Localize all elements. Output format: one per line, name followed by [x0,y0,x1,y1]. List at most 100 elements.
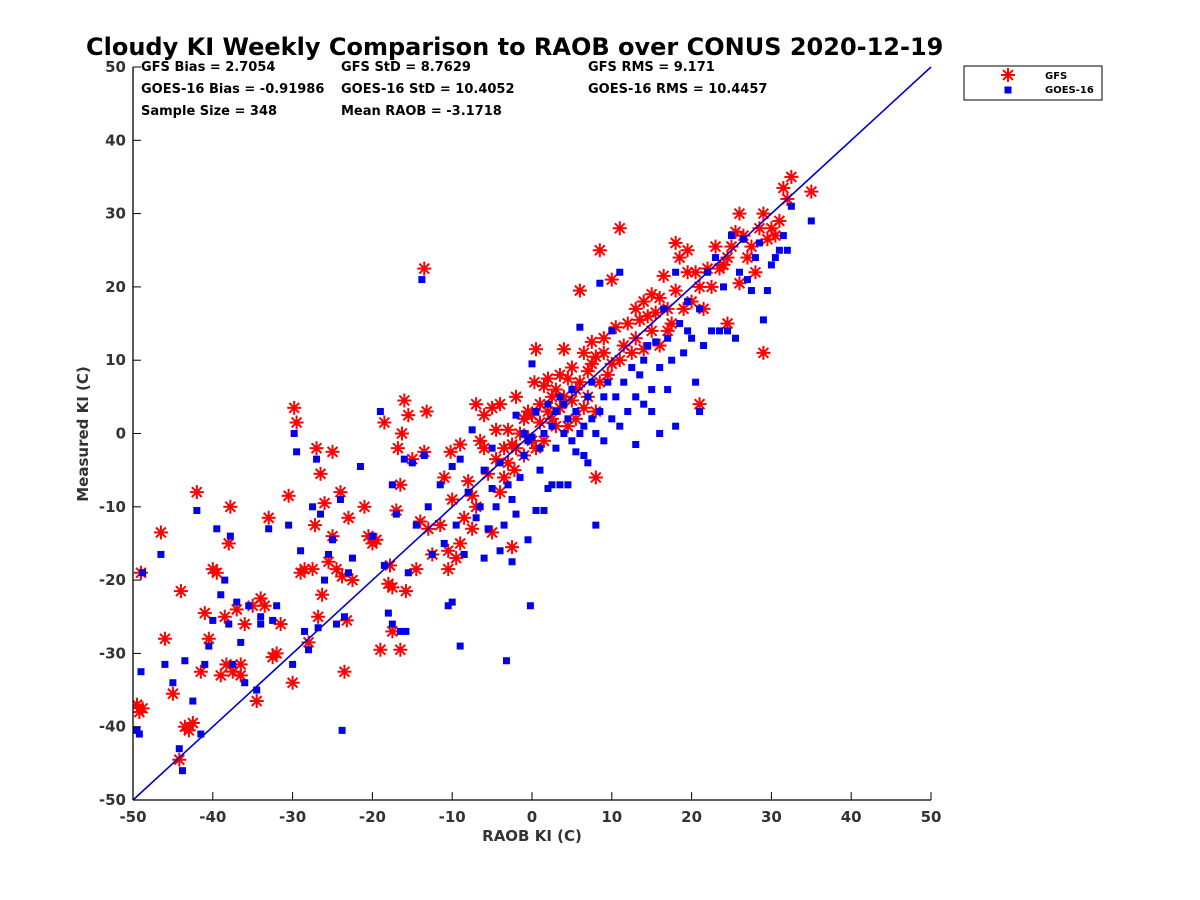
goes16-point [676,320,684,328]
gfs-point [345,573,360,588]
goes16-point [672,268,680,276]
goes16-point [384,609,392,617]
goes16-point [257,613,265,621]
gfs-point [341,510,356,525]
goes16-point [532,408,540,416]
gfs-point [172,752,187,767]
goes16-point [213,525,221,533]
gfs-point [445,492,460,507]
goes16-point [664,334,672,342]
goes16-point [484,525,492,533]
gfs-point [636,294,651,309]
goes16-point [556,481,564,489]
goes16-point [660,305,668,313]
goes16-point [321,576,329,584]
goes16-point [528,360,536,368]
gfs-point [311,609,326,624]
gfs-point [335,569,350,584]
gfs-point [652,290,667,305]
gfs-point [648,305,663,320]
goes16-point [771,254,779,262]
gfs-point [285,675,300,690]
gfs-point [329,562,344,577]
goes16-point [135,730,143,738]
gfs-point [600,367,615,382]
gfs-point [393,642,408,657]
goes16-point [336,495,344,503]
goes16-point [632,393,640,401]
goes16-point [580,422,588,430]
y-tick-label: 20 [105,278,126,296]
gfs-point [756,206,771,221]
gfs-point [489,422,504,437]
goes16-point [265,525,273,533]
goes16-point [226,532,234,540]
gfs-point [453,437,468,452]
goes16-point [696,408,704,416]
goes16-point [201,660,209,668]
gfs-point [644,323,659,338]
goes16-point [672,422,680,430]
goes16-point [668,356,676,364]
goes16-point [420,451,428,459]
gfs-point [720,316,735,331]
gfs-point [189,485,204,500]
gfs-point [804,184,819,199]
gfs-point [612,221,627,236]
goes16-point [492,503,500,511]
goes16-point [175,745,183,753]
goes16-point [656,364,664,372]
goes16-point [652,338,660,346]
gfs-point [409,562,424,577]
goes16-point [476,503,484,511]
gfs-point [417,261,432,276]
goes16-point [376,408,384,416]
gfs-point [604,272,619,287]
goes16-point [688,334,696,342]
goes16-point [640,356,648,364]
goes16-point [720,283,728,291]
stat-text: GFS RMS = 9.171 [588,60,715,75]
goes16-point [133,726,141,734]
goes16-point [568,437,576,445]
goes16-point [747,287,755,295]
goes16-point [424,503,432,511]
goes16-point [552,444,560,452]
goes16-point [596,408,604,416]
gfs-point [620,316,635,331]
gfs-point [390,441,405,456]
goes16-point [787,202,795,210]
gfs-point [756,345,771,360]
legend-gfs-label: GFS [1045,71,1067,82]
goes16-point [297,547,305,555]
goes16-point [540,430,548,437]
y-tick-label: -40 [99,718,126,736]
stat-text: Sample Size = 348 [141,104,277,119]
gfs-point [287,400,302,415]
goes16-point [452,521,460,529]
goes16-point [314,624,322,632]
goes16-point [564,415,572,423]
gfs-point [748,265,763,280]
goes16-point [767,261,775,269]
gfs-point [197,606,212,621]
goes16-point [620,378,628,386]
goes16-point [488,444,496,452]
goes16-point [436,481,444,489]
goes16-point [556,393,564,401]
gfs-point [668,283,683,298]
gfs-point [153,525,168,540]
x-tick-label: 30 [761,808,782,826]
goes16-point [728,232,735,240]
gfs-point [257,598,272,613]
y-tick-label: 40 [105,131,126,149]
goes16-point [544,484,552,492]
legend-gfs-marker [1001,68,1015,82]
goes16-point [628,364,636,372]
gfs-point [688,265,703,280]
goes16-point [648,408,656,416]
goes16-point [716,327,724,335]
goes16-point [580,451,588,459]
gfs-point [560,371,575,386]
goes16-point [448,598,456,606]
